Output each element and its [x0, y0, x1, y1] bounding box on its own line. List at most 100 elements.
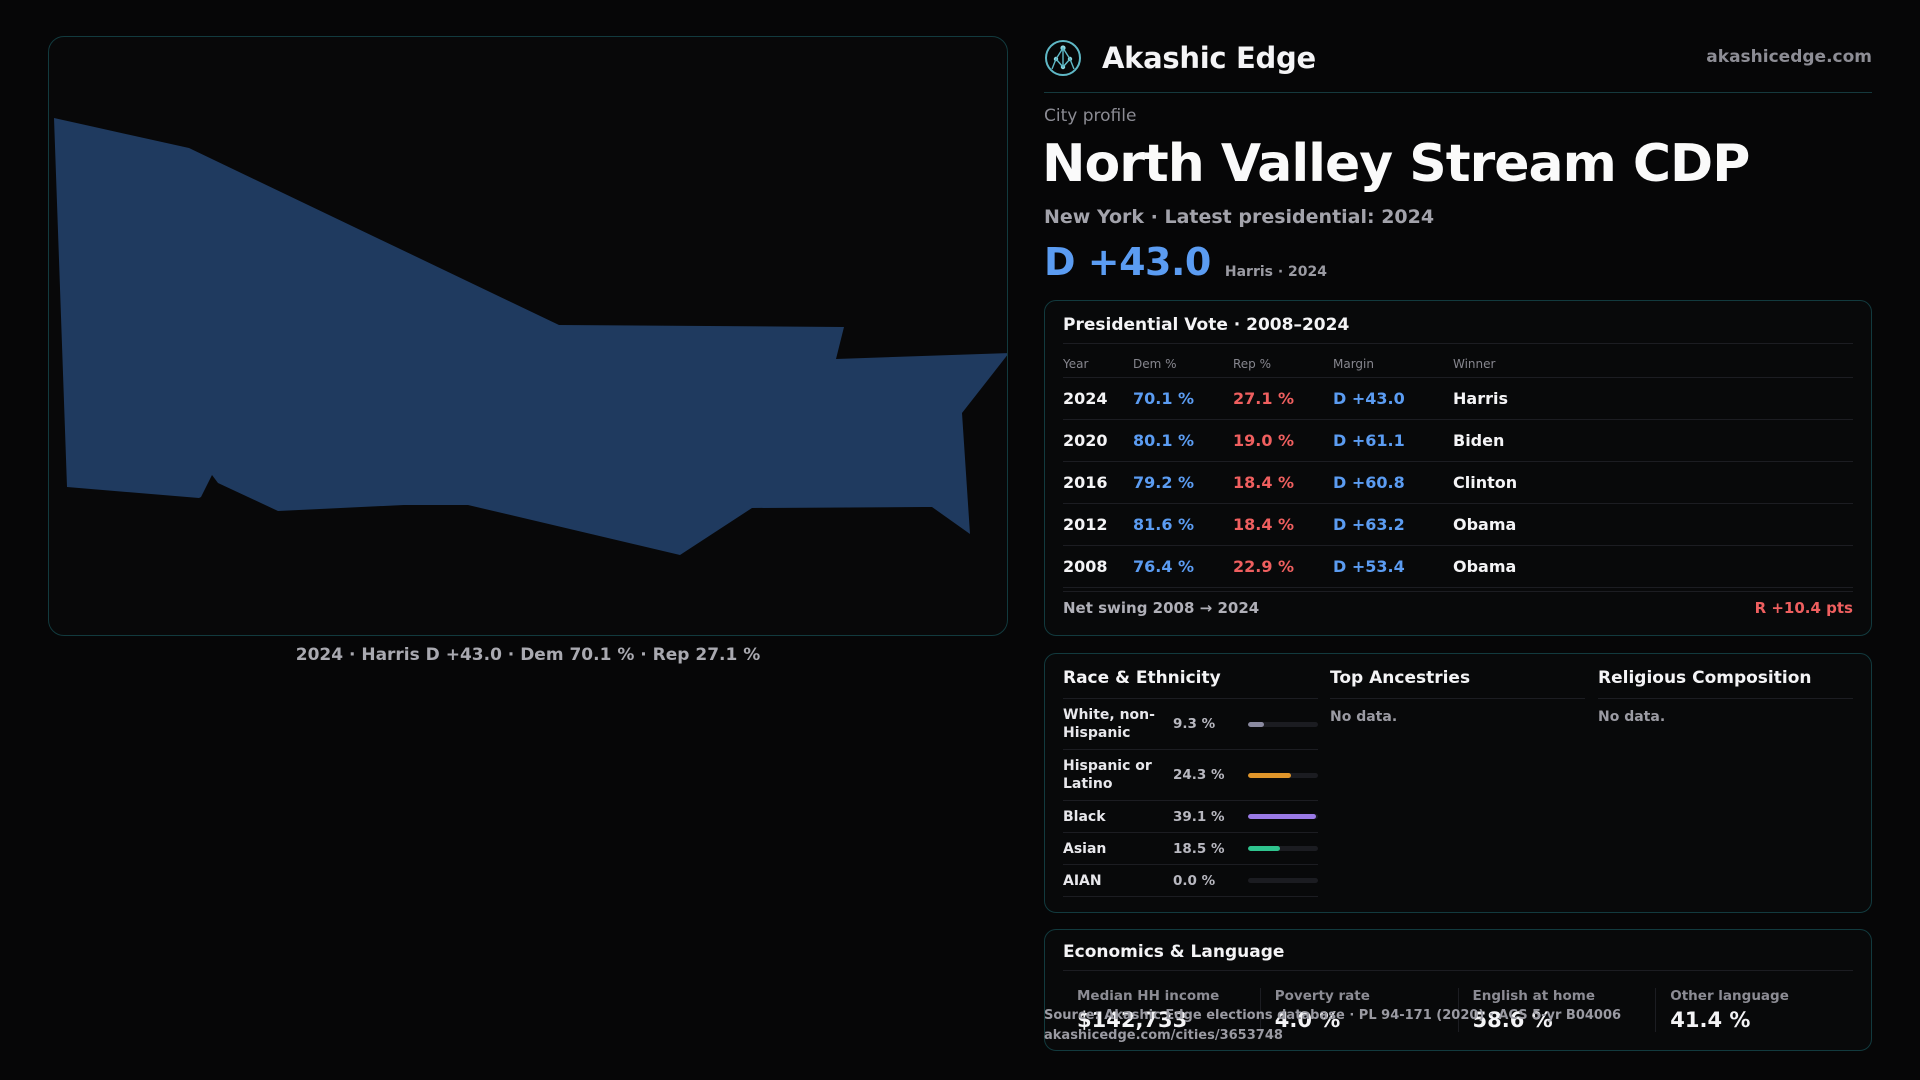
card-title: Economics & Language	[1063, 942, 1285, 962]
column-header-rep: Rep %	[1233, 351, 1333, 378]
demographics-card: Race & Ethnicity White, non-Hispanic 9.3…	[1044, 653, 1872, 913]
divider	[1330, 698, 1585, 699]
rep-cell: 19.0 %	[1233, 419, 1333, 462]
margin-value: D +43.0	[1044, 240, 1211, 284]
race-bar	[1248, 814, 1318, 819]
page-title: North Valley Stream CDP	[1042, 134, 1750, 194]
race-bar	[1248, 772, 1318, 778]
table-row: 2016 79.2 % 18.4 % D +60.8 Clinton	[1063, 461, 1853, 504]
stat-value: 41.4 %	[1670, 1008, 1751, 1032]
stat-value: $142,733	[1077, 1008, 1188, 1032]
divider	[1598, 698, 1853, 699]
economics-language-card: Economics & Language Median HH income $1…	[1044, 929, 1872, 1051]
brand-url-link[interactable]: akashicedge.com	[1706, 47, 1872, 67]
presidential-vote-table: Year Dem % Rep % Margin Winner 2024 70.1…	[1063, 351, 1853, 588]
race-bar	[1248, 878, 1318, 883]
rep-cell: 18.4 %	[1233, 461, 1333, 504]
source-text: Source: Akashic Edge elections database …	[1044, 1008, 1622, 1023]
dem-cell: 79.2 %	[1133, 461, 1233, 504]
race-name: AIAN	[1063, 872, 1102, 889]
race-name: Black	[1063, 808, 1106, 825]
race-row: AIAN 0.0 %	[1063, 865, 1318, 897]
map-panel[interactable]	[48, 36, 1008, 636]
race-pct: 24.3 %	[1173, 767, 1225, 783]
source-link[interactable]: akashicedge.com/cities/3653748	[1044, 1028, 1283, 1043]
margin-cell: D +63.2	[1333, 503, 1453, 546]
margin-cell: D +60.8	[1333, 461, 1453, 504]
race-pct: 39.1 %	[1173, 808, 1225, 825]
city-boundary-shape[interactable]	[54, 118, 1008, 555]
margin-note: Harris · 2024	[1224, 264, 1328, 280]
divider	[1063, 698, 1318, 699]
race-name: White, non-Hispanic	[1063, 707, 1155, 741]
source-footnote: Source: Akashic Edge elections database …	[1044, 1006, 1621, 1046]
brand-name: Akashic Edge	[1102, 41, 1316, 75]
race-bar	[1248, 721, 1318, 727]
section-title: Top Ancestries	[1330, 668, 1471, 688]
map-caption: 2024 · Harris D +43.0 · Dem 70.1 % · Rep…	[295, 645, 761, 665]
stat-label: English at home	[1472, 988, 1595, 1004]
divider	[1063, 970, 1853, 971]
race-bar-fill	[1248, 721, 1265, 727]
race-bar-fill	[1248, 772, 1291, 778]
divider	[1063, 343, 1853, 344]
rep-cell: 22.9 %	[1233, 545, 1333, 588]
table-row: 2020 80.1 % 19.0 % D +61.1 Biden	[1063, 419, 1853, 462]
winner-cell: Obama	[1453, 545, 1853, 588]
latest-margin: D +43.0 Harris · 2024	[1044, 238, 1327, 286]
brand[interactable]: Akashic Edge	[1044, 38, 1316, 78]
margin-cell: D +61.1	[1333, 419, 1453, 462]
race-row: Asian 18.5 %	[1063, 833, 1318, 865]
stat-poverty-rate: Poverty rate 4.0 %	[1259, 988, 1458, 1032]
winner-cell: Harris	[1453, 377, 1853, 420]
race-pct: 18.5 %	[1173, 840, 1225, 857]
religious-composition-section: Religious Composition No data.	[1598, 668, 1853, 725]
top-ancestries-section: Top Ancestries No data.	[1330, 668, 1585, 725]
year-cell: 2008	[1063, 545, 1133, 588]
race-bar-fill	[1248, 846, 1281, 851]
race-pct: 9.3 %	[1173, 716, 1216, 732]
stat-value: 58.6 %	[1472, 1008, 1553, 1032]
column-header-dem: Dem %	[1133, 351, 1233, 378]
net-swing-value: R +10.4 pts	[1754, 598, 1853, 617]
table-header-row: Year Dem % Rep % Margin Winner	[1063, 351, 1853, 378]
stat-label: Median HH income	[1077, 988, 1220, 1004]
table-row: 2024 70.1 % 27.1 % D +43.0 Harris	[1063, 377, 1853, 420]
stat-median-income: Median HH income $142,733	[1063, 988, 1260, 1032]
column-header-margin: Margin	[1333, 351, 1453, 378]
table-row: 2008 76.4 % 22.9 % D +53.4 Obama	[1063, 545, 1853, 588]
dem-cell: 76.4 %	[1133, 545, 1233, 588]
margin-cell: D +43.0	[1333, 377, 1453, 420]
dem-cell: 70.1 %	[1133, 377, 1233, 420]
rep-cell: 18.4 %	[1233, 503, 1333, 546]
no-data-text: No data.	[1330, 709, 1398, 725]
winner-cell: Biden	[1453, 419, 1853, 462]
race-row: Black 39.1 %	[1063, 801, 1318, 833]
dem-cell: 80.1 %	[1133, 419, 1233, 462]
winner-cell: Clinton	[1453, 461, 1853, 504]
race-name: Asian	[1063, 840, 1107, 857]
stat-value: 4.0 %	[1274, 1008, 1341, 1032]
race-bar	[1248, 846, 1318, 851]
network-tree-icon	[1045, 40, 1081, 76]
race-pct: 0.0 %	[1173, 872, 1216, 889]
header-divider	[1044, 92, 1872, 93]
section-title: Religious Composition	[1598, 668, 1812, 688]
race-bar-fill	[1248, 814, 1317, 819]
year-cell: 2016	[1063, 461, 1133, 504]
economics-stats: Median HH income $142,733 Poverty rate 4…	[1063, 988, 1853, 1032]
year-cell: 2024	[1063, 377, 1133, 420]
year-cell: 2012	[1063, 503, 1133, 546]
winner-cell: Obama	[1453, 503, 1853, 546]
rep-cell: 27.1 %	[1233, 377, 1333, 420]
net-swing-label: Net swing 2008 → 2024	[1063, 598, 1260, 617]
race-row: Hispanic or Latino 24.3 %	[1063, 750, 1318, 801]
section-title: Race & Ethnicity	[1063, 668, 1221, 688]
city-boundary-map	[54, 118, 1008, 555]
column-header-year: Year	[1063, 351, 1133, 378]
no-data-text: No data.	[1598, 709, 1666, 725]
page-kicker: City profile	[1044, 106, 1137, 126]
margin-cell: D +53.4	[1333, 545, 1453, 588]
stat-label: Poverty rate	[1274, 988, 1370, 1004]
column-header-winner: Winner	[1453, 351, 1853, 378]
